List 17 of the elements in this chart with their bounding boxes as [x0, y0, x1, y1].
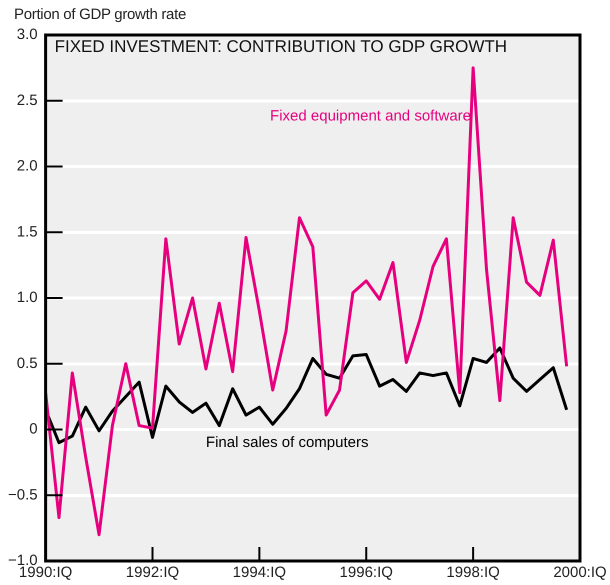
y-tick-label: 2.5	[16, 92, 38, 109]
y-tick-label: 1.0	[16, 289, 38, 306]
y-tick-label: −0.5	[8, 486, 38, 504]
x-tick-label: 1994:IQ	[232, 564, 286, 582]
y-tick-label: 0.5	[16, 354, 38, 372]
series-label: Fixed equipment and software	[270, 108, 472, 125]
series-label: Final sales of computers	[206, 434, 369, 451]
y-tick-label: 3.0	[16, 26, 38, 44]
y-tick-label: 2.0	[16, 158, 38, 175]
x-tick-label: 1996:IQ	[340, 564, 393, 582]
x-tick-label: 1998:IQ	[446, 564, 500, 582]
x-tick-label: 1992:IQ	[126, 564, 180, 582]
y-tick-label: 0	[29, 420, 38, 438]
y-axis-title: Portion of GDP growth rate	[14, 6, 186, 23]
chart-title: FIXED INVESTMENT: CONTRIBUTION TO GDP GROWTH	[54, 37, 508, 56]
x-tick-label: 2000:IQ	[553, 564, 607, 582]
y-tick-label: 1.5	[16, 223, 38, 240]
